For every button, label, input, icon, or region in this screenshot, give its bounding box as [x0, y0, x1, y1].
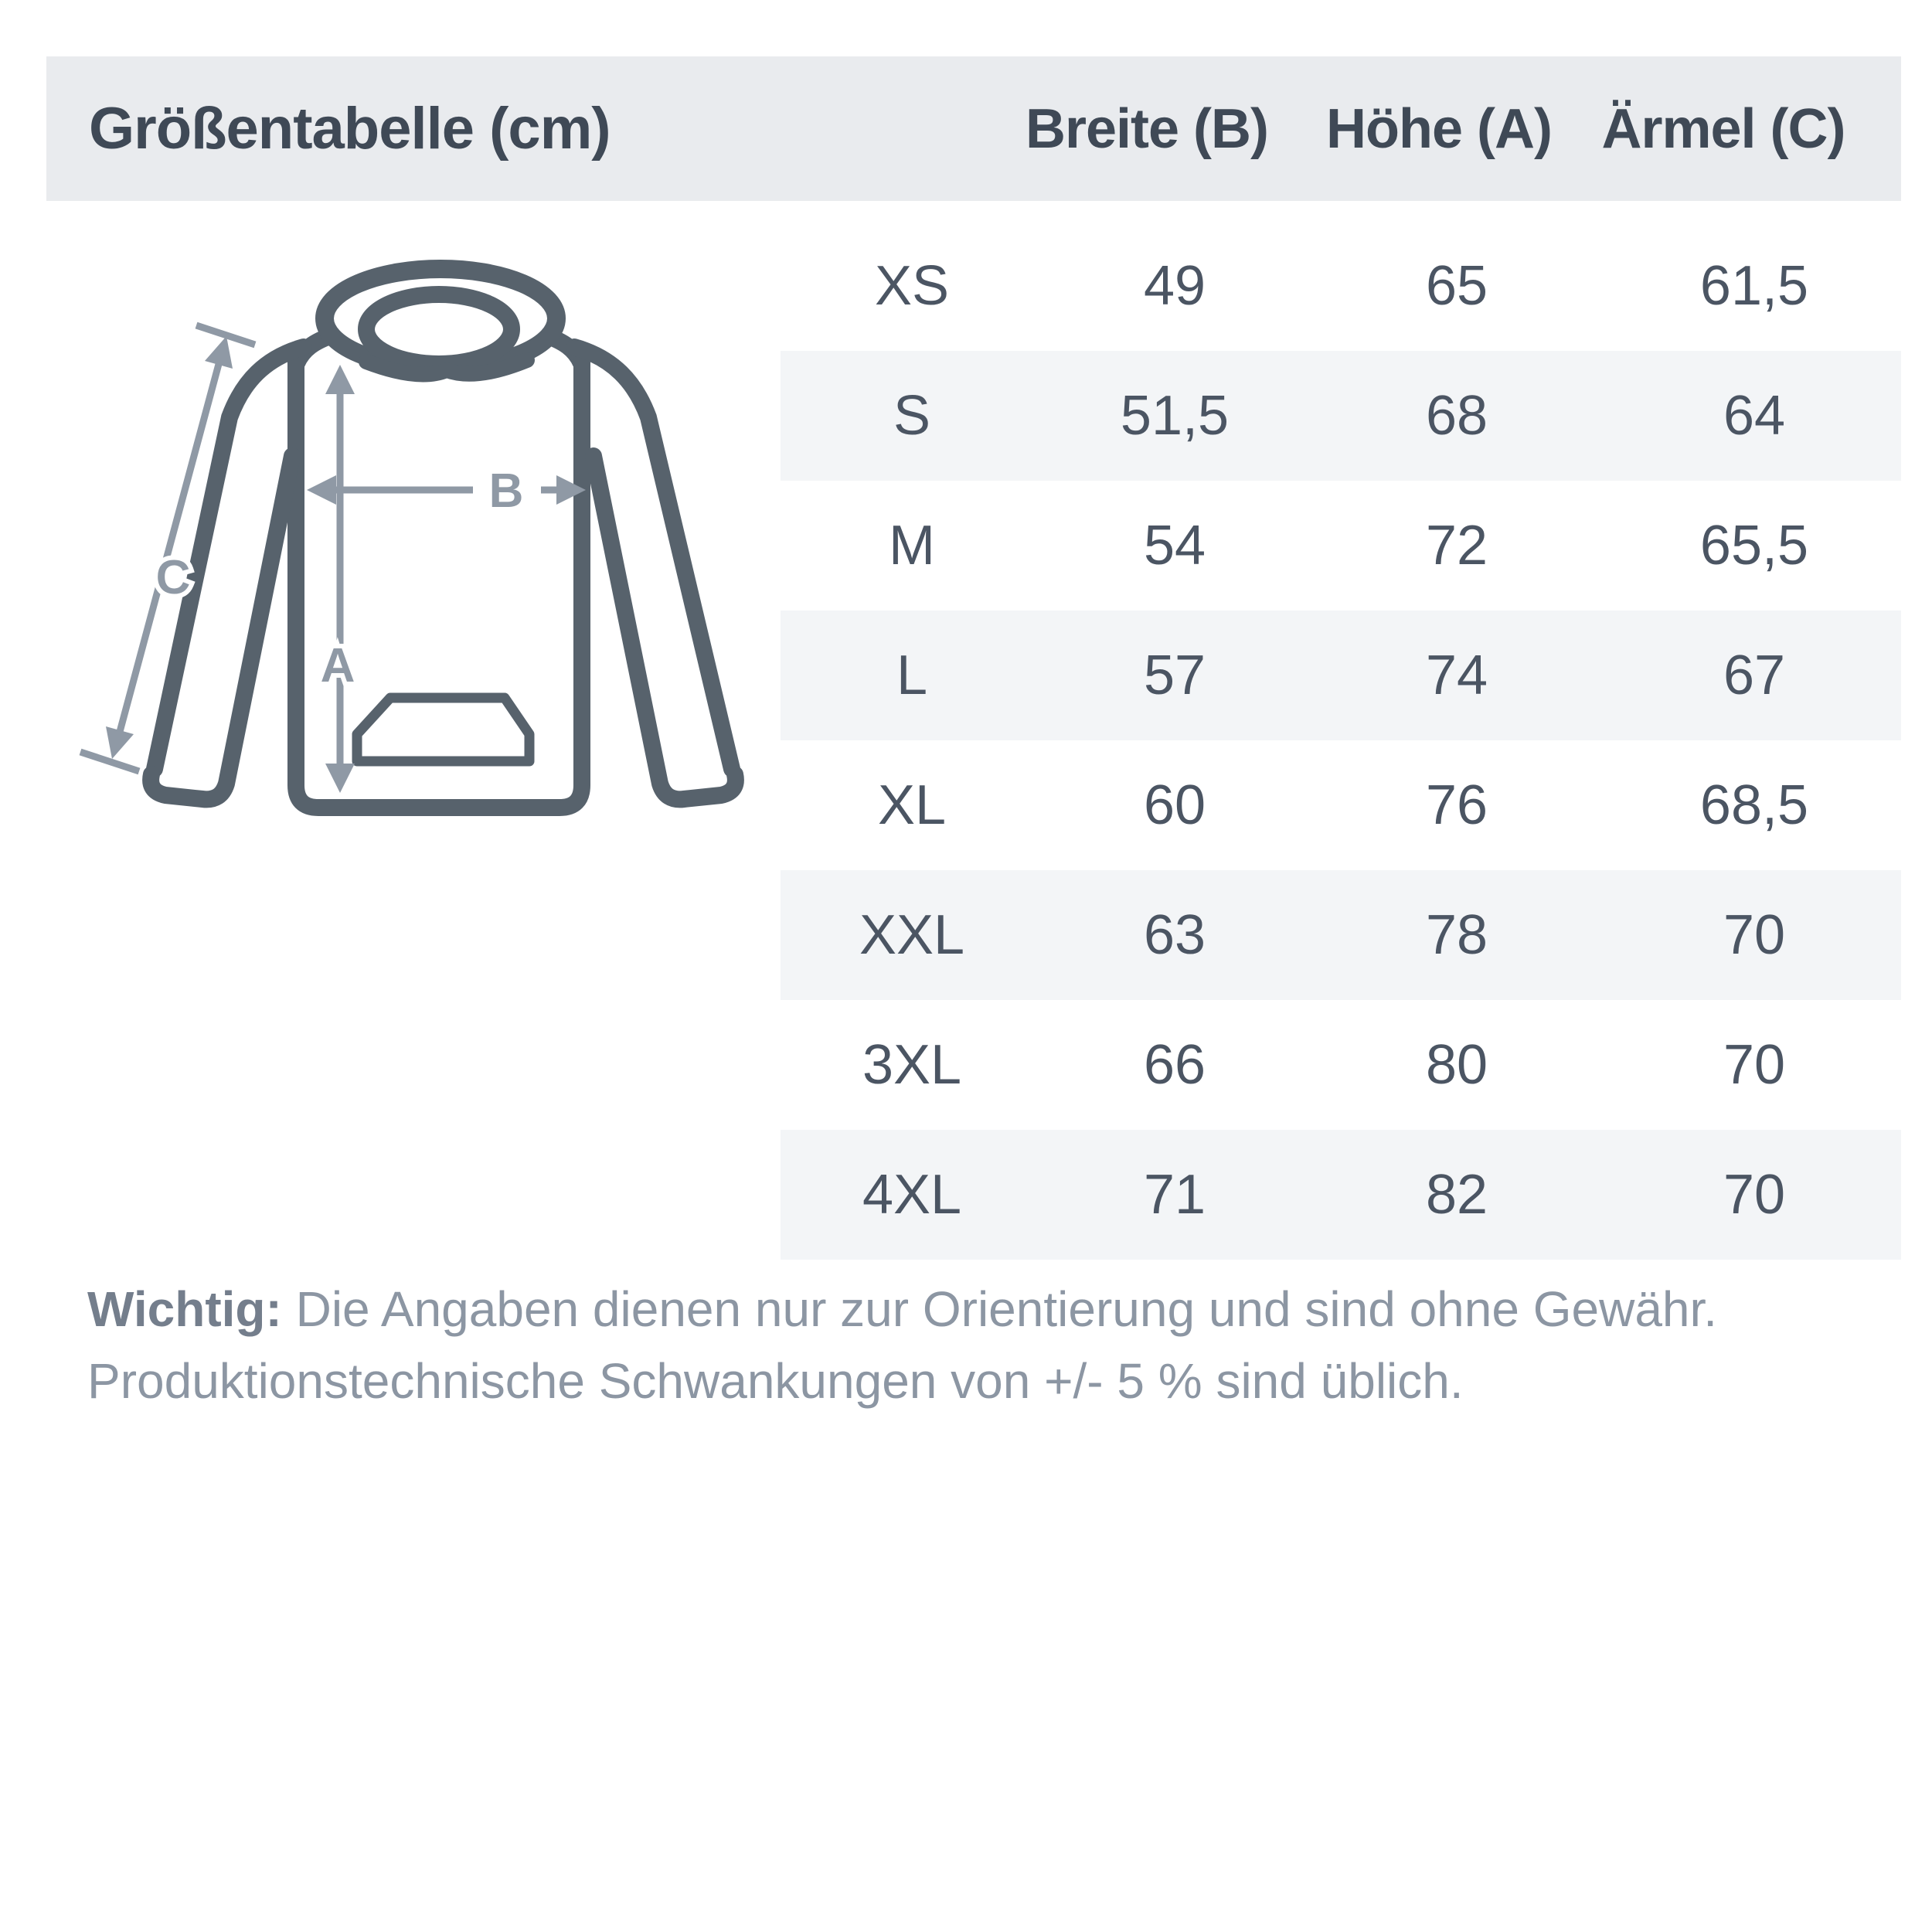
- hoehe-cell: 65: [1425, 255, 1488, 317]
- aermel-cell: 70: [1723, 1034, 1786, 1096]
- table-row: S 51,5 68 64: [781, 351, 1901, 481]
- hood-opening-outline: [358, 286, 520, 372]
- hoehe-cell: 72: [1425, 515, 1488, 577]
- aermel-cell: 67: [1723, 645, 1786, 706]
- hoehe-cell: 78: [1425, 904, 1488, 966]
- left-sleeve-outline: [146, 338, 312, 777]
- size-cell: M: [889, 515, 935, 577]
- size-cell: S: [893, 385, 931, 447]
- size-cell: XS: [874, 255, 950, 317]
- breite-cell: 57: [1143, 645, 1206, 706]
- hoehe-cell: 74: [1425, 645, 1488, 706]
- breite-cell: 71: [1143, 1164, 1206, 1226]
- collar-outline: [359, 352, 535, 383]
- size-cell: 3XL: [862, 1034, 962, 1096]
- disclaimer-text: Wichtig: Die Angaben dienen nur zur Orie…: [87, 1274, 1888, 1417]
- hoodie-measurement-diagram: A B C: [79, 260, 744, 816]
- breite-cell: 51,5: [1120, 385, 1230, 447]
- right-sleeve-outline: [566, 338, 740, 777]
- hoehe-cell: 76: [1425, 774, 1488, 836]
- column-header-breite: Breite (B): [1025, 97, 1269, 160]
- height-arrow: [325, 365, 355, 793]
- measure-label-a: A: [321, 639, 355, 692]
- size-cell: XL: [877, 774, 947, 836]
- hoehe-cell: 82: [1425, 1164, 1488, 1226]
- breite-cell: 49: [1143, 255, 1206, 317]
- breite-cell: 54: [1143, 515, 1206, 577]
- sleeve-arrow: [79, 321, 257, 775]
- left-cuff-outline: [142, 447, 301, 808]
- measure-label-b: B: [489, 464, 524, 518]
- header-band: [46, 56, 1901, 201]
- right-cuff-outline: [585, 447, 744, 808]
- column-header-hoehe: Höhe (A): [1326, 97, 1553, 160]
- hoehe-cell: 68: [1425, 385, 1488, 447]
- size-cell: 4XL: [862, 1164, 962, 1226]
- size-cell: XXL: [859, 904, 965, 966]
- pocket-outline: [352, 692, 535, 767]
- disclaimer-line1: Wichtig: Die Angaben dienen nur zur Orie…: [87, 1274, 1888, 1345]
- breite-cell: 63: [1143, 904, 1206, 966]
- page-title: Größentabelle (cm): [89, 96, 611, 162]
- hoehe-cell: 80: [1425, 1034, 1488, 1096]
- size-table-rows: XS 49 65 61,5 S 51,5 68 64 M 54 72 65,5 L 57 74 67 XL 60 7…: [781, 221, 1901, 1260]
- table-row: XL 60 76 68,5: [781, 740, 1901, 870]
- table-row: XXL 63 78 70: [781, 870, 1901, 1000]
- aermel-cell: 70: [1723, 1164, 1786, 1226]
- size-cell: L: [896, 645, 928, 706]
- aermel-cell: 65,5: [1699, 515, 1809, 577]
- breite-cell: 66: [1143, 1034, 1206, 1096]
- aermel-cell: 68,5: [1699, 774, 1809, 836]
- disclaimer-line2: Produktionstechnische Schwankungen von +…: [87, 1353, 1464, 1409]
- table-row: L 57 74 67: [781, 611, 1901, 740]
- table-row: XS 49 65 61,5: [781, 221, 1901, 351]
- table-row: 4XL 71 82 70: [781, 1130, 1901, 1260]
- column-header-aermel: Ärmel (C): [1601, 97, 1845, 160]
- torso-outline: [287, 353, 590, 816]
- table-row: 3XL 66 80 70: [781, 1000, 1901, 1130]
- disclaimer-line1-text: Die Angaben dienen nur zur Orientierung …: [281, 1281, 1718, 1337]
- table-row: M 54 72 65,5: [781, 481, 1901, 611]
- width-arrow: [307, 475, 586, 505]
- measure-label-c: C: [156, 551, 191, 604]
- disclaimer-label: Wichtig:: [87, 1281, 282, 1337]
- breite-cell: 60: [1143, 774, 1206, 836]
- aermel-cell: 64: [1723, 385, 1786, 447]
- aermel-cell: 61,5: [1699, 255, 1809, 317]
- aermel-cell: 70: [1723, 904, 1786, 966]
